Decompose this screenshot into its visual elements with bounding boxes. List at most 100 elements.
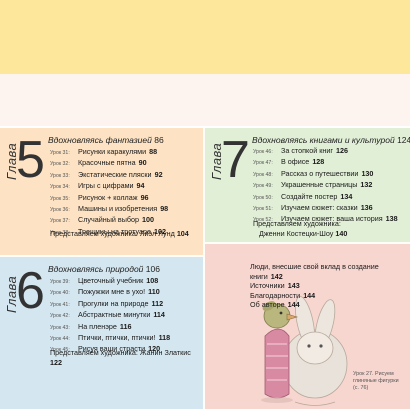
lesson-page: 102: [154, 226, 167, 236]
lesson-page: 116: [119, 321, 132, 331]
lesson-title: Рисунок + коллаж: [78, 192, 138, 202]
lesson-number: Урок 45:: [50, 347, 70, 354]
featured-artist-text: Представляем художника:: [253, 219, 341, 228]
featured-artist-text: Представляем художника: Лиэл Лунд: [50, 229, 175, 238]
lesson-item: Урок 32: Красочные пятна 90: [50, 158, 168, 169]
lesson-title: Рисуя ваши страсти: [78, 344, 146, 354]
back-matter-panel: [205, 244, 410, 409]
chapter-title: Вдохновляясь фантазией 86: [48, 135, 164, 145]
lesson-list: Урок 46: За стопкой книг 126 Урок 47: В офис…: [253, 146, 398, 226]
lesson-item: Урок 46: За стопкой книг 126: [253, 146, 398, 157]
chapter-title-page: 86: [154, 135, 164, 145]
back-matter-item: Благодарности 144: [250, 291, 382, 301]
back-matter-list: Люди, внесшие свой вклад в создание книги…: [250, 262, 382, 310]
lesson-title: На пленэре: [78, 321, 117, 331]
lesson-number: Урок 40:: [50, 290, 70, 297]
lesson-title: Прогулки на природе: [78, 298, 149, 308]
lesson-item: Урок 34: Игры с цифрами 94: [50, 181, 168, 192]
chapter-title-text: Вдохновляясь книгами и культурой: [252, 135, 395, 145]
chapter-title-page: 106: [145, 264, 160, 274]
chapter-6-panel: Глава 6 Вдохновляясь природой 106 Урок 3…: [0, 257, 203, 409]
lesson-page: 96: [140, 192, 149, 202]
featured-artist-page: 122: [50, 358, 62, 367]
lesson-number: Урок 46:: [253, 149, 273, 155]
lesson-page: 120: [148, 344, 161, 354]
lesson-number: Урок 52:: [253, 217, 273, 224]
lesson-list: Урок 39: Цветочный учебник 108 Урок 40: Пожу…: [50, 276, 170, 356]
featured-artist-text: Представляем художника: Жанин Златкис: [50, 348, 191, 357]
lesson-item: Урок 47: В офисе 128: [253, 157, 398, 168]
lesson-title: Экстатические пляски: [78, 169, 152, 179]
lesson-item: Урок 31: Рисунки каракулями 88: [50, 147, 168, 158]
lesson-page: 90: [138, 158, 147, 168]
lesson-title: Машины и изобретения: [78, 204, 158, 214]
lesson-page: 112: [151, 298, 164, 308]
lesson-title: Пожужжи мне в ухо!: [78, 287, 146, 297]
chapter-number: 6: [16, 262, 45, 320]
caption-line-1: Урок 27. Рисуем: [353, 371, 394, 377]
lesson-title: Создайте постер: [281, 191, 338, 201]
lesson-page: 108: [146, 276, 159, 285]
lesson-title: Украшенные страницы: [281, 180, 358, 190]
chapter-number: 5: [16, 131, 45, 189]
back-matter-item: Источники 143: [250, 281, 382, 291]
back-matter-page: 143: [287, 281, 300, 291]
lesson-title: Рисунки каракулями: [78, 147, 147, 156]
lesson-title: Красочные пятна: [78, 158, 136, 168]
featured-artist: Представляем художника: Лиэл Лунд 104: [50, 229, 189, 239]
lesson-page: 88: [149, 147, 158, 156]
lesson-item: Урок 39: Цветочный учебник 108: [50, 276, 170, 287]
back-matter-label: Источники: [250, 281, 285, 291]
caption-line-2: глиняные фигурки: [353, 378, 399, 384]
featured-artist-page: 104: [176, 229, 189, 238]
pale-band: [0, 74, 410, 126]
lesson-title: В офисе: [281, 157, 310, 167]
chapter-title-text: Вдохновляясь фантазией: [48, 135, 152, 145]
lesson-number: Урок 37:: [50, 218, 70, 225]
lesson-item: Урок 33: Экстатические пляски 92: [50, 170, 168, 181]
lesson-number: Урок 39:: [50, 279, 70, 285]
lesson-title: Абстрактные минутки: [78, 310, 151, 320]
lesson-page: 100: [141, 215, 154, 225]
lesson-title: Трещины на тротуаре: [78, 226, 152, 236]
lesson-item: Урок 45: Рисуя ваши страсти 120: [50, 344, 170, 355]
chapter-title-page: 124: [397, 135, 410, 145]
caption-line-3: (с. 76): [353, 385, 369, 391]
lesson-item: Урок 40: Пожужжи мне в ухо! 110: [50, 287, 170, 298]
lesson-number: Урок 34:: [50, 184, 70, 191]
lesson-number: Урок 35:: [50, 195, 70, 202]
featured-artist: Представляем художника: Жанин Златкис 12…: [50, 348, 203, 368]
back-matter-item: Люди, внесшие свой вклад в создание: [250, 262, 382, 272]
lesson-page: 92: [154, 169, 163, 179]
chapter-7-panel: Глава 7 Вдохновляясь книгами и культурой…: [205, 128, 410, 242]
lesson-number: Урок 32:: [50, 161, 70, 168]
chapter-title: Вдохновляясь природой 106: [48, 264, 160, 274]
lesson-item: Урок 52: Изучаем сюжет: ваша история 138: [253, 214, 398, 225]
back-matter-label: Люди, внесшие свой вклад в создание: [250, 262, 379, 271]
lesson-number: Урок 36:: [50, 207, 70, 214]
lesson-title: Изучаем сюжет: сказки: [281, 203, 358, 213]
lesson-number: Урок 48:: [253, 171, 273, 178]
back-matter-item: Об авторе 144: [250, 300, 382, 310]
lesson-page: 110: [148, 287, 160, 297]
lesson-number: Урок 42:: [50, 313, 70, 320]
chapter-5-panel: Глава 5 Вдохновляясь фантазией 86 Урок 3…: [0, 128, 203, 255]
lesson-item: Урок 41: Прогулки на природе 112: [50, 299, 170, 310]
featured-artist: Представляем художника: Дженни Костецки-…: [253, 219, 403, 239]
lesson-page: 94: [136, 181, 145, 191]
lesson-number: Урок 51:: [253, 206, 273, 213]
featured-artist-page: 140: [335, 229, 348, 238]
lesson-page: 134: [340, 191, 353, 201]
lesson-title: Случайный выбор: [78, 215, 139, 225]
lesson-title: Игры с цифрами: [78, 181, 134, 191]
lesson-page: 138: [385, 214, 398, 224]
chapter-number: 7: [221, 131, 250, 189]
lesson-page: 118: [158, 333, 171, 343]
clay-figures-illustration: [261, 296, 348, 406]
lesson-title: Рассказ о путешествии: [281, 168, 359, 178]
lesson-page: 136: [360, 203, 373, 213]
illustration-caption: Урок 27. Рисуем глиняные фигурки (с. 76): [353, 371, 407, 392]
lesson-number: Урок 43:: [50, 324, 70, 331]
divider: [0, 126, 410, 128]
lesson-item: Урок 37: Случайный выбор 100: [50, 215, 168, 226]
